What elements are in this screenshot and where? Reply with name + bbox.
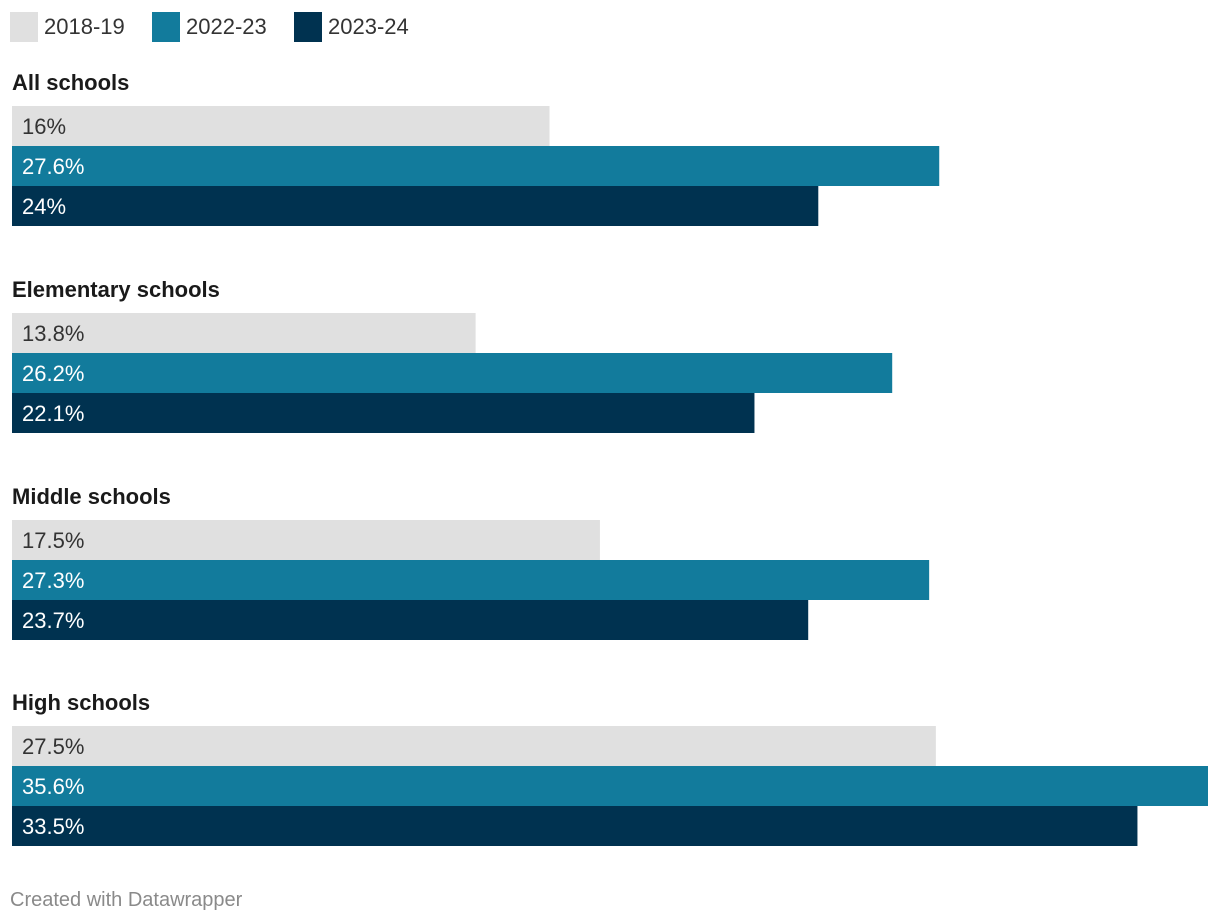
footer-credit[interactable]: Created with Datawrapper (10, 889, 243, 911)
bar-label-high-schools-2023-24: 33.5% (22, 814, 84, 839)
bar-label-all-schools-2022-23: 27.6% (22, 154, 84, 179)
bar-high-schools-2022-23 (12, 766, 1208, 806)
bar-label-elementary-schools-2022-23: 26.2% (22, 361, 84, 386)
bar-label-all-schools-2018-19: 16% (22, 114, 66, 139)
bar-label-middle-schools-2022-23: 27.3% (22, 568, 84, 593)
bar-label-all-schools-2023-24: 24% (22, 194, 66, 219)
bar-middle-schools-2023-24 (12, 600, 809, 640)
legend-label-2023-24: 2023-24 (328, 14, 409, 39)
bar-label-middle-schools-2023-24: 23.7% (22, 608, 84, 633)
group-title-high-schools: High schools (12, 690, 150, 715)
bar-high-schools-2018-19 (12, 726, 936, 766)
legend-swatch-2023-24 (294, 12, 322, 42)
group-title-middle-schools: Middle schools (12, 484, 171, 509)
bar-elementary-schools-2023-24 (12, 393, 755, 433)
legend: 2018-19 2022-23 2023-24 (10, 12, 409, 42)
legend-swatch-2022-23 (152, 12, 180, 42)
bar-label-elementary-schools-2018-19: 13.8% (22, 321, 84, 346)
group-high-schools: High schools 27.5% 35.6% 33.5% (12, 690, 1208, 846)
legend-label-2022-23: 2022-23 (186, 14, 267, 39)
bar-label-high-schools-2018-19: 27.5% (22, 734, 84, 759)
bar-middle-schools-2022-23 (12, 560, 930, 600)
bar-label-elementary-schools-2023-24: 22.1% (22, 401, 84, 426)
group-all-schools: All schools 16% 27.6% 24% (12, 70, 940, 226)
legend-label-2018-19: 2018-19 (44, 14, 125, 39)
bar-all-schools-2023-24 (12, 186, 819, 226)
bar-label-middle-schools-2018-19: 17.5% (22, 528, 84, 553)
group-title-all-schools: All schools (12, 70, 129, 95)
bar-middle-schools-2018-19 (12, 520, 600, 560)
group-elementary-schools: Elementary schools 13.8% 26.2% 22.1% (12, 277, 893, 433)
bar-all-schools-2018-19 (12, 106, 550, 146)
bar-groups: All schools 16% 27.6% 24% Elementary schools… (12, 70, 1208, 846)
legend-swatch-2018-19 (10, 12, 38, 42)
group-middle-schools: Middle schools 17.5% 27.3% 23.7% (12, 484, 930, 640)
bar-all-schools-2022-23 (12, 146, 940, 186)
bar-elementary-schools-2022-23 (12, 353, 893, 393)
group-title-elementary-schools: Elementary schools (12, 277, 220, 302)
bar-high-schools-2023-24 (12, 806, 1138, 846)
bar-elementary-schools-2018-19 (12, 313, 476, 353)
bar-label-high-schools-2022-23: 35.6% (22, 774, 84, 799)
